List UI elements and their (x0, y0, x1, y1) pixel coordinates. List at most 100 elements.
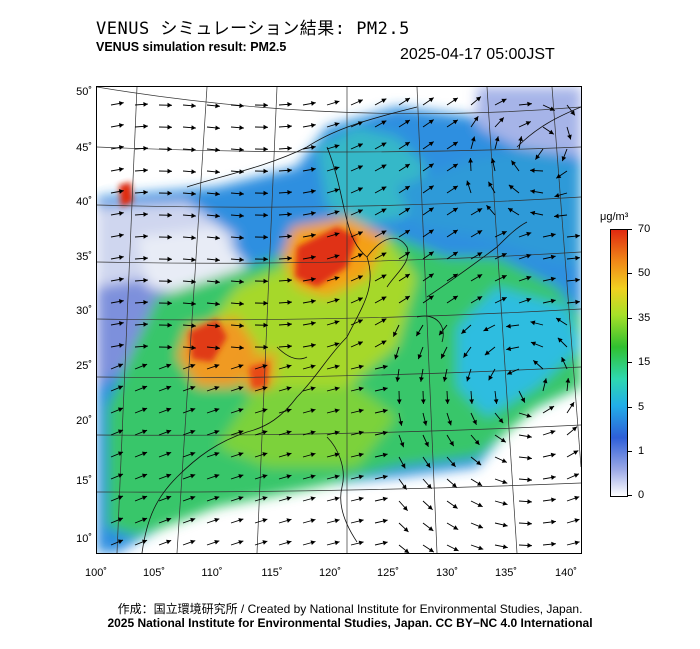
wind-arrow-head (404, 273, 410, 279)
wind-arrow-head (263, 256, 268, 262)
wind-arrow-head (463, 352, 469, 358)
wind-arrow-head (526, 231, 532, 237)
wind-arrow-head (239, 147, 244, 153)
wind-arrow-head (399, 442, 405, 448)
wind-arrow-head (358, 496, 364, 502)
wind-arrow-head (215, 257, 220, 263)
wind-arrow-head (357, 231, 363, 236)
wind-arrow-head (357, 275, 363, 280)
wind-arrow-head (450, 461, 456, 467)
wind-arrow-head (166, 473, 172, 479)
wind-arrow-head (118, 277, 124, 282)
wind-arrow-head (382, 364, 388, 370)
wind-arrow-head (239, 257, 244, 263)
wind-arrow-head (286, 408, 292, 413)
wind-arrow-head (502, 500, 508, 506)
wind-arrow-head (551, 519, 556, 525)
wind-arrow-head (334, 496, 340, 502)
wind-arrow-head (310, 452, 316, 458)
wind-arrow-head (452, 273, 458, 279)
wind-arrow-head (143, 234, 148, 239)
wind-arrow-head (334, 430, 340, 436)
colorbar-tick (627, 229, 632, 230)
wind-arrow-head (419, 376, 424, 382)
wind-arrow-head (239, 279, 244, 285)
wind-arrow-head (477, 481, 483, 486)
wind-arrow-head (190, 363, 196, 369)
y-tick-label: 15˚ (76, 475, 92, 487)
wind-arrow-head (404, 141, 410, 147)
wind-arrow-head (427, 504, 433, 510)
colorbar-label: 15 (638, 356, 651, 368)
wind-arrow-head (507, 370, 513, 375)
wind-arrow-head (470, 136, 476, 142)
wind-arrow-head (357, 99, 363, 104)
wind-arrow-head (334, 100, 340, 105)
wind-arrow-head (310, 474, 316, 480)
wind-arrow-head (143, 344, 148, 349)
wind-arrow-head (452, 229, 458, 235)
wind-arrow-head (382, 474, 388, 480)
wind-arrow-head (381, 230, 387, 235)
x-tick-label: 110˚ (201, 567, 223, 579)
wind-arrow-head (214, 517, 220, 523)
wind-arrow-head (143, 102, 148, 107)
wind-arrow-head (142, 517, 148, 523)
wind-arrow-head (263, 212, 268, 218)
wind-arrow-head (428, 251, 434, 257)
wind-arrow-head (167, 146, 172, 152)
y-tick-label: 10˚ (76, 533, 92, 545)
wind-arrow-head (214, 539, 220, 545)
wind-arrow-head (287, 212, 292, 217)
wind-arrow-head (334, 232, 340, 237)
y-tick-label: 45˚ (76, 142, 92, 154)
wind-arrow-head (262, 430, 268, 435)
wind-arrow-head (395, 377, 401, 382)
wind-arrow-head (357, 253, 363, 258)
wind-arrow-head (468, 158, 473, 163)
wind-arrow-head (334, 276, 340, 281)
wind-arrow-head (142, 429, 148, 435)
wind-arrow-head (452, 97, 458, 103)
wind-arrow-head (190, 385, 196, 391)
wind-arrow-head (191, 103, 196, 109)
wind-arrow-head (381, 252, 387, 257)
wind-arrow-head (527, 543, 532, 548)
wind-vectors (110, 96, 580, 553)
wind-arrow-head (167, 300, 172, 306)
wind-arrow-head (358, 518, 364, 524)
wind-arrow-head (428, 163, 434, 169)
wind-arrow-head (382, 518, 388, 524)
wind-arrow-head (167, 190, 172, 196)
wind-arrow-head (334, 298, 340, 303)
wind-arrow-head (357, 319, 363, 324)
wind-arrow-head (167, 168, 172, 174)
wind-arrow-head (143, 278, 148, 283)
wind-arrow-head (166, 429, 172, 435)
wind-arrow-head (287, 190, 292, 195)
wind-arrow-head (567, 134, 572, 140)
wind-arrow-head (428, 295, 434, 301)
wind-arrow-head (118, 321, 124, 326)
wind-arrow-head (548, 406, 555, 411)
wind-arrow-head (118, 167, 124, 172)
wind-arrow-head (118, 189, 124, 194)
wind-arrow-head (118, 145, 124, 150)
wind-arrow-head (445, 399, 450, 404)
wind-arrow-head (334, 474, 340, 480)
wind-arrow-head (498, 418, 504, 424)
wind-arrow-head (310, 386, 316, 392)
y-tick-label: 50˚ (76, 86, 92, 98)
wind-arrow-head (310, 167, 316, 172)
wind-arrow-head (310, 430, 316, 436)
wind-arrow-head (263, 278, 268, 284)
wind-arrow-head (381, 142, 387, 147)
wind-arrow-head (488, 375, 493, 381)
wind-arrow-head (441, 353, 446, 359)
wind-arrow-head (287, 300, 292, 305)
wind-arrow-head (502, 522, 508, 528)
wind-arrow-head (167, 212, 172, 218)
wind-arrow-head (191, 125, 196, 131)
wind-arrow-head (493, 399, 499, 404)
wind-arrow-head (167, 124, 172, 130)
